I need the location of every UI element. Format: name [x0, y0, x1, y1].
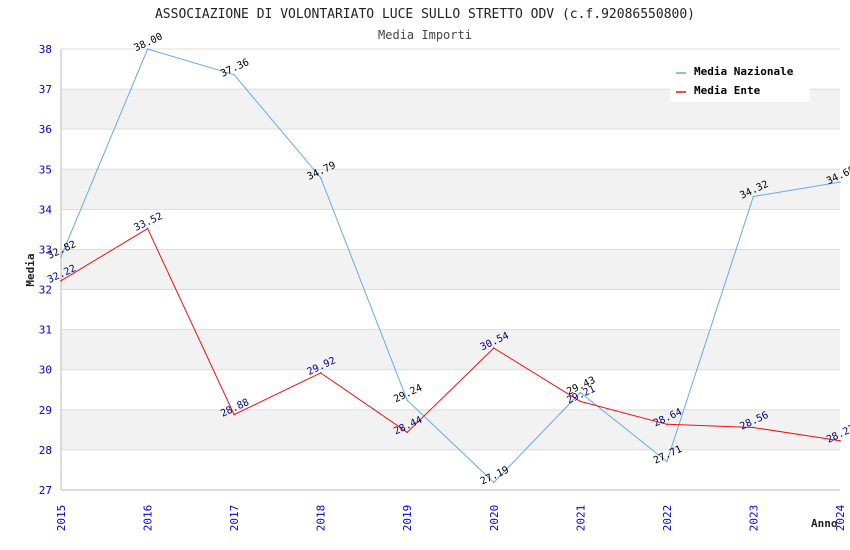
x-tick-labels: 2015 2016 2017 2018 2019 2020 2021 2022 2023 2024 [55, 504, 847, 531]
x-tick-label: 2015 [55, 505, 68, 532]
data-point [146, 227, 149, 230]
data-point [406, 431, 409, 434]
y-tick-label: 33 [39, 243, 52, 256]
data-label: 38.00 [133, 31, 165, 54]
data-label: 27.19 [479, 465, 511, 488]
data-point [60, 255, 62, 258]
data-point [146, 48, 149, 50]
chart-title: ASSOCIAZIONE DI VOLONTARIATO LUCE SULLO … [155, 7, 695, 22]
x-tick-label: 2021 [574, 505, 587, 532]
data-point [233, 413, 235, 416]
data-point [406, 399, 409, 401]
data-point [752, 195, 755, 198]
y-tick-labels: 27 28 29 30 31 32 33 34 35 36 37 38 [39, 43, 53, 497]
y-tick-label: 34 [39, 203, 53, 216]
background-band [61, 409, 840, 450]
data-point [492, 347, 495, 349]
series-lines [60, 48, 841, 484]
x-tick-label: 2019 [401, 505, 414, 532]
background-band [61, 169, 840, 210]
y-tick-label: 35 [39, 163, 52, 176]
data-point [839, 439, 841, 442]
y-tick-label: 38 [39, 43, 52, 56]
y-tick-label: 27 [39, 484, 52, 497]
x-tick-label: 2020 [488, 505, 501, 532]
data-point [839, 181, 841, 183]
data-point [319, 176, 322, 179]
data-point [492, 481, 495, 484]
y-axis-label: Media [24, 253, 37, 286]
legend-label-media-nazionale: Media Nazionale [694, 65, 794, 78]
x-tick-label: 2017 [228, 505, 241, 532]
x-tick-label: 2022 [661, 505, 674, 532]
background-band [61, 249, 840, 290]
y-tick-label: 36 [39, 123, 52, 136]
series-line-1 [60, 227, 841, 442]
data-point [319, 372, 322, 374]
y-tick-label: 32 [39, 284, 52, 297]
y-tick-label: 28 [39, 444, 52, 457]
data-point [752, 426, 755, 429]
background-bands [61, 89, 840, 450]
data-point [666, 423, 668, 426]
series-line-0 [60, 48, 841, 484]
x-tick-label: 2016 [142, 505, 155, 532]
data-point [666, 460, 668, 463]
y-tick-label: 37 [39, 83, 52, 96]
data-point [233, 73, 235, 76]
legend: Media Nazionale Media Ente [670, 60, 810, 102]
axes [60, 49, 840, 491]
y-tick-label: 30 [39, 364, 52, 377]
legend-label-media-ente: Media Ente [694, 84, 761, 97]
x-axis-label: Anno [811, 517, 838, 530]
y-tick-label: 29 [39, 404, 52, 417]
data-point [579, 391, 582, 394]
x-tick-label: 2018 [315, 505, 328, 532]
y-tick-label: 31 [39, 324, 52, 337]
x-tick-label: 2024 [834, 504, 847, 531]
background-band [61, 329, 840, 370]
data-point [60, 279, 62, 282]
legend-box [670, 60, 810, 102]
chart-subtitle: Media Importi [378, 28, 472, 42]
data-label: 29.24 [392, 383, 424, 406]
data-point [579, 400, 582, 403]
x-tick-label: 2023 [747, 505, 760, 532]
